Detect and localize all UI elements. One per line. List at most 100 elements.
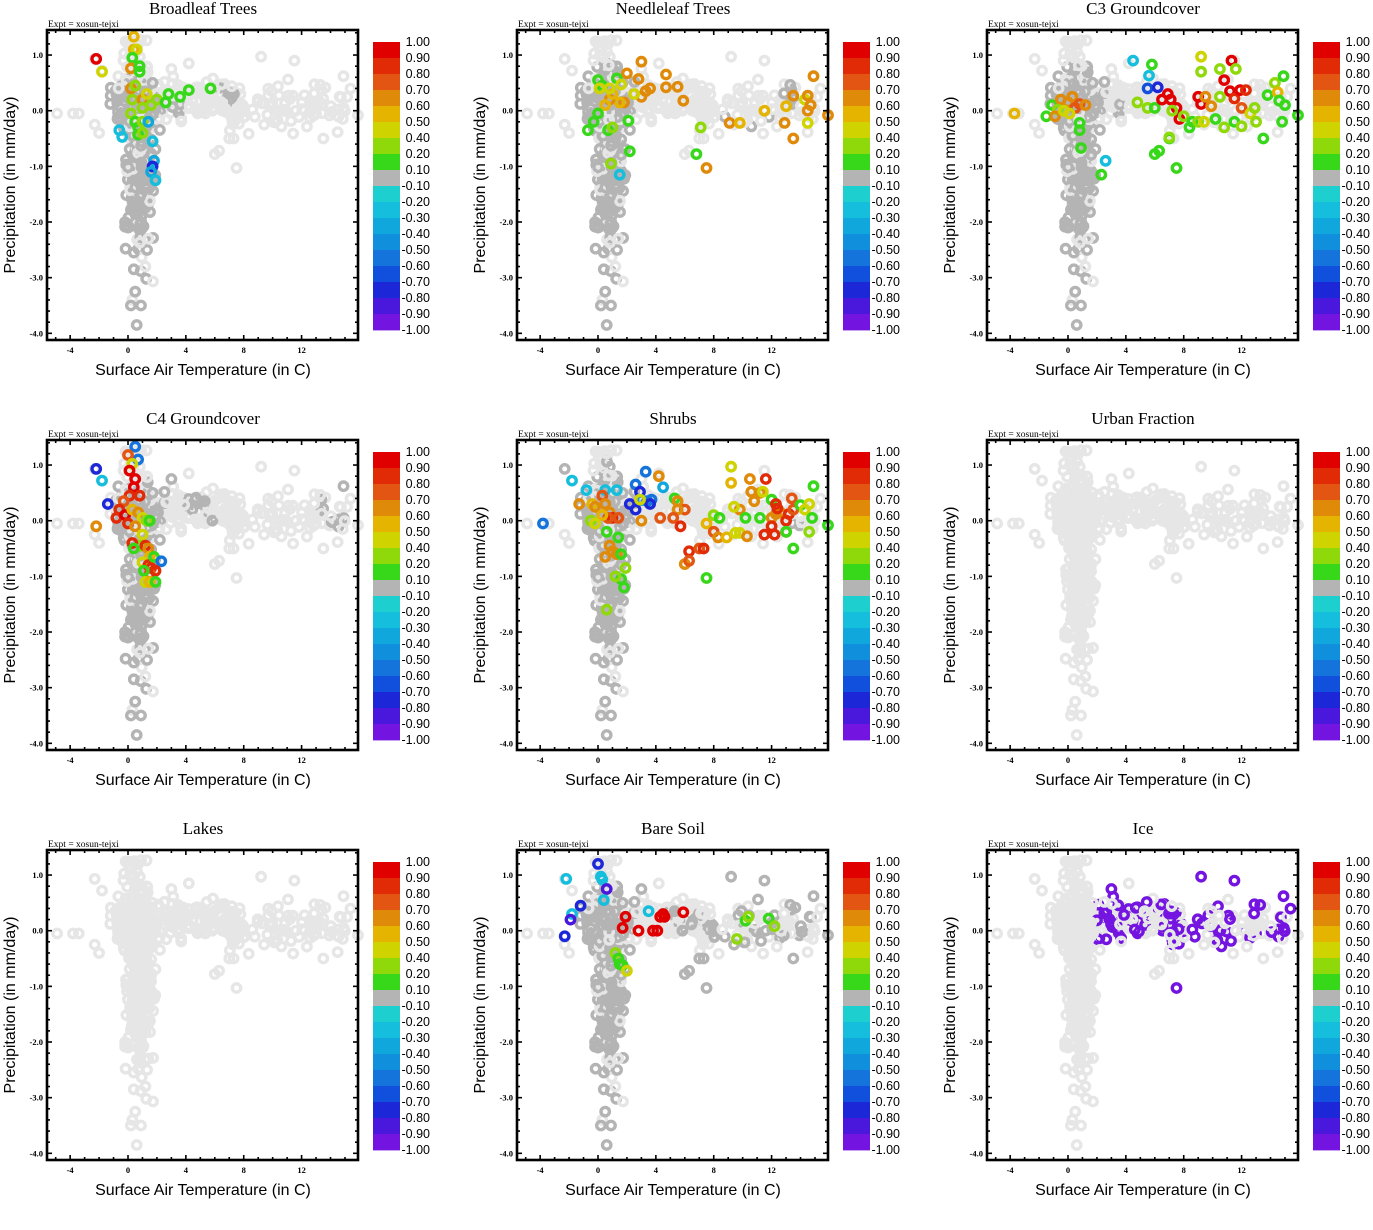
- colorbar-band: [373, 138, 400, 154]
- colorbar-label: 0.70: [876, 83, 900, 97]
- colorbar-band: [1313, 90, 1340, 106]
- data-point: [1031, 55, 1039, 63]
- data-point-colored: [1148, 60, 1156, 68]
- data-point: [339, 72, 347, 80]
- data-point: [655, 59, 663, 67]
- colorbar-label: 0.60: [1346, 99, 1370, 113]
- data-point: [300, 501, 308, 509]
- colorbar-label: -0.50: [1342, 243, 1371, 257]
- colorbar-band: [843, 500, 870, 516]
- x-tick-label: 12: [767, 345, 776, 355]
- data-point: [745, 91, 753, 99]
- colorbar-label: 0.60: [406, 99, 430, 113]
- colorbar-band: [373, 676, 400, 692]
- data-point: [1188, 105, 1196, 113]
- data-point: [260, 530, 268, 538]
- colorbar-label: -0.80: [402, 701, 431, 715]
- colorbar-label: 0.40: [876, 541, 900, 555]
- colorbar-band: [843, 596, 870, 612]
- y-tick-label: -1.0: [500, 161, 513, 171]
- colorbar-label: 1.00: [406, 445, 430, 459]
- data-point: [1073, 321, 1081, 329]
- colorbar-band: [843, 628, 870, 644]
- colorbar-band: [373, 58, 400, 74]
- colorbar-band: [373, 250, 400, 266]
- colorbar-label: 0.20: [406, 557, 430, 571]
- colorbar-band: [843, 90, 870, 106]
- data-point-colored: [723, 533, 731, 541]
- colorbar-label: 0.70: [406, 493, 430, 507]
- data-point: [561, 55, 569, 63]
- data-point-colored: [1216, 65, 1224, 73]
- data-point: [310, 499, 318, 507]
- colorbar-label: -0.20: [872, 605, 901, 619]
- colorbar-band: [843, 42, 870, 58]
- x-tick-label: 4: [184, 755, 189, 765]
- data-point: [137, 711, 145, 719]
- y-tick-label: 1.0: [502, 460, 513, 470]
- data-point-colored: [692, 150, 700, 158]
- data-point-colored: [662, 70, 670, 78]
- data-point-colored: [1197, 53, 1205, 61]
- x-tick-label: 4: [654, 345, 659, 355]
- data-point-colored: [584, 126, 592, 134]
- colorbar-label: 0.70: [876, 493, 900, 507]
- data-point: [1070, 265, 1078, 273]
- colorbar-label: -0.10: [402, 589, 431, 603]
- data-point: [600, 265, 608, 273]
- data-point: [754, 75, 762, 83]
- colorbar-label: -0.90: [402, 307, 431, 321]
- x-tick-label: 0: [126, 755, 130, 765]
- colorbar-band: [1313, 122, 1340, 138]
- data-point: [346, 84, 354, 92]
- x-axis-label: Surface Air Temperature (in C): [95, 772, 311, 789]
- colorbar-band: [843, 138, 870, 154]
- colorbar: 1.000.900.800.700.600.500.400.200.10-0.1…: [373, 35, 430, 337]
- experiment-label: Expt = xosun-tejxi: [988, 430, 1059, 440]
- x-tick-label: 8: [712, 345, 716, 355]
- data-point: [1059, 56, 1067, 64]
- data-point: [287, 117, 295, 125]
- y-tick-label: -3.0: [500, 273, 513, 283]
- colorbar-label: 1.00: [1346, 35, 1370, 49]
- colorbar-label: 0.80: [406, 67, 430, 81]
- data-point: [816, 494, 824, 502]
- y-tick-label: 1.0: [32, 460, 43, 470]
- colorbar-band: [1313, 106, 1340, 122]
- data-point: [760, 56, 768, 64]
- colorbar-label: -0.60: [872, 259, 901, 273]
- data-point-colored: [789, 134, 797, 142]
- colorbar-band: [843, 122, 870, 138]
- colorbar-label: -0.80: [1342, 291, 1371, 305]
- colorbar-band: [843, 250, 870, 266]
- data-point-colored: [98, 68, 106, 76]
- data-point-colored: [623, 69, 631, 77]
- colorbar-band: [843, 724, 870, 740]
- data-point: [287, 527, 295, 535]
- data-point-colored: [804, 119, 812, 127]
- data-point-colored: [659, 483, 667, 491]
- colorbar-band: [1313, 282, 1340, 298]
- colorbar-label: -0.30: [872, 211, 901, 225]
- colorbar-band: [843, 74, 870, 90]
- colorbar-band: [843, 58, 870, 74]
- data-point: [589, 56, 597, 64]
- data-point: [1071, 287, 1079, 295]
- y-tick-label: -2.0: [30, 217, 43, 227]
- data-point: [160, 488, 168, 496]
- colorbar-label: 0.80: [876, 477, 900, 491]
- data-point: [133, 731, 141, 739]
- data-point-colored: [702, 164, 710, 172]
- data-point: [523, 519, 531, 527]
- data-point: [156, 126, 164, 134]
- data-point: [284, 75, 292, 83]
- data-point: [770, 91, 778, 99]
- data-point: [275, 501, 283, 509]
- y-tick-label: 0.0: [972, 106, 983, 116]
- data-point: [613, 246, 621, 254]
